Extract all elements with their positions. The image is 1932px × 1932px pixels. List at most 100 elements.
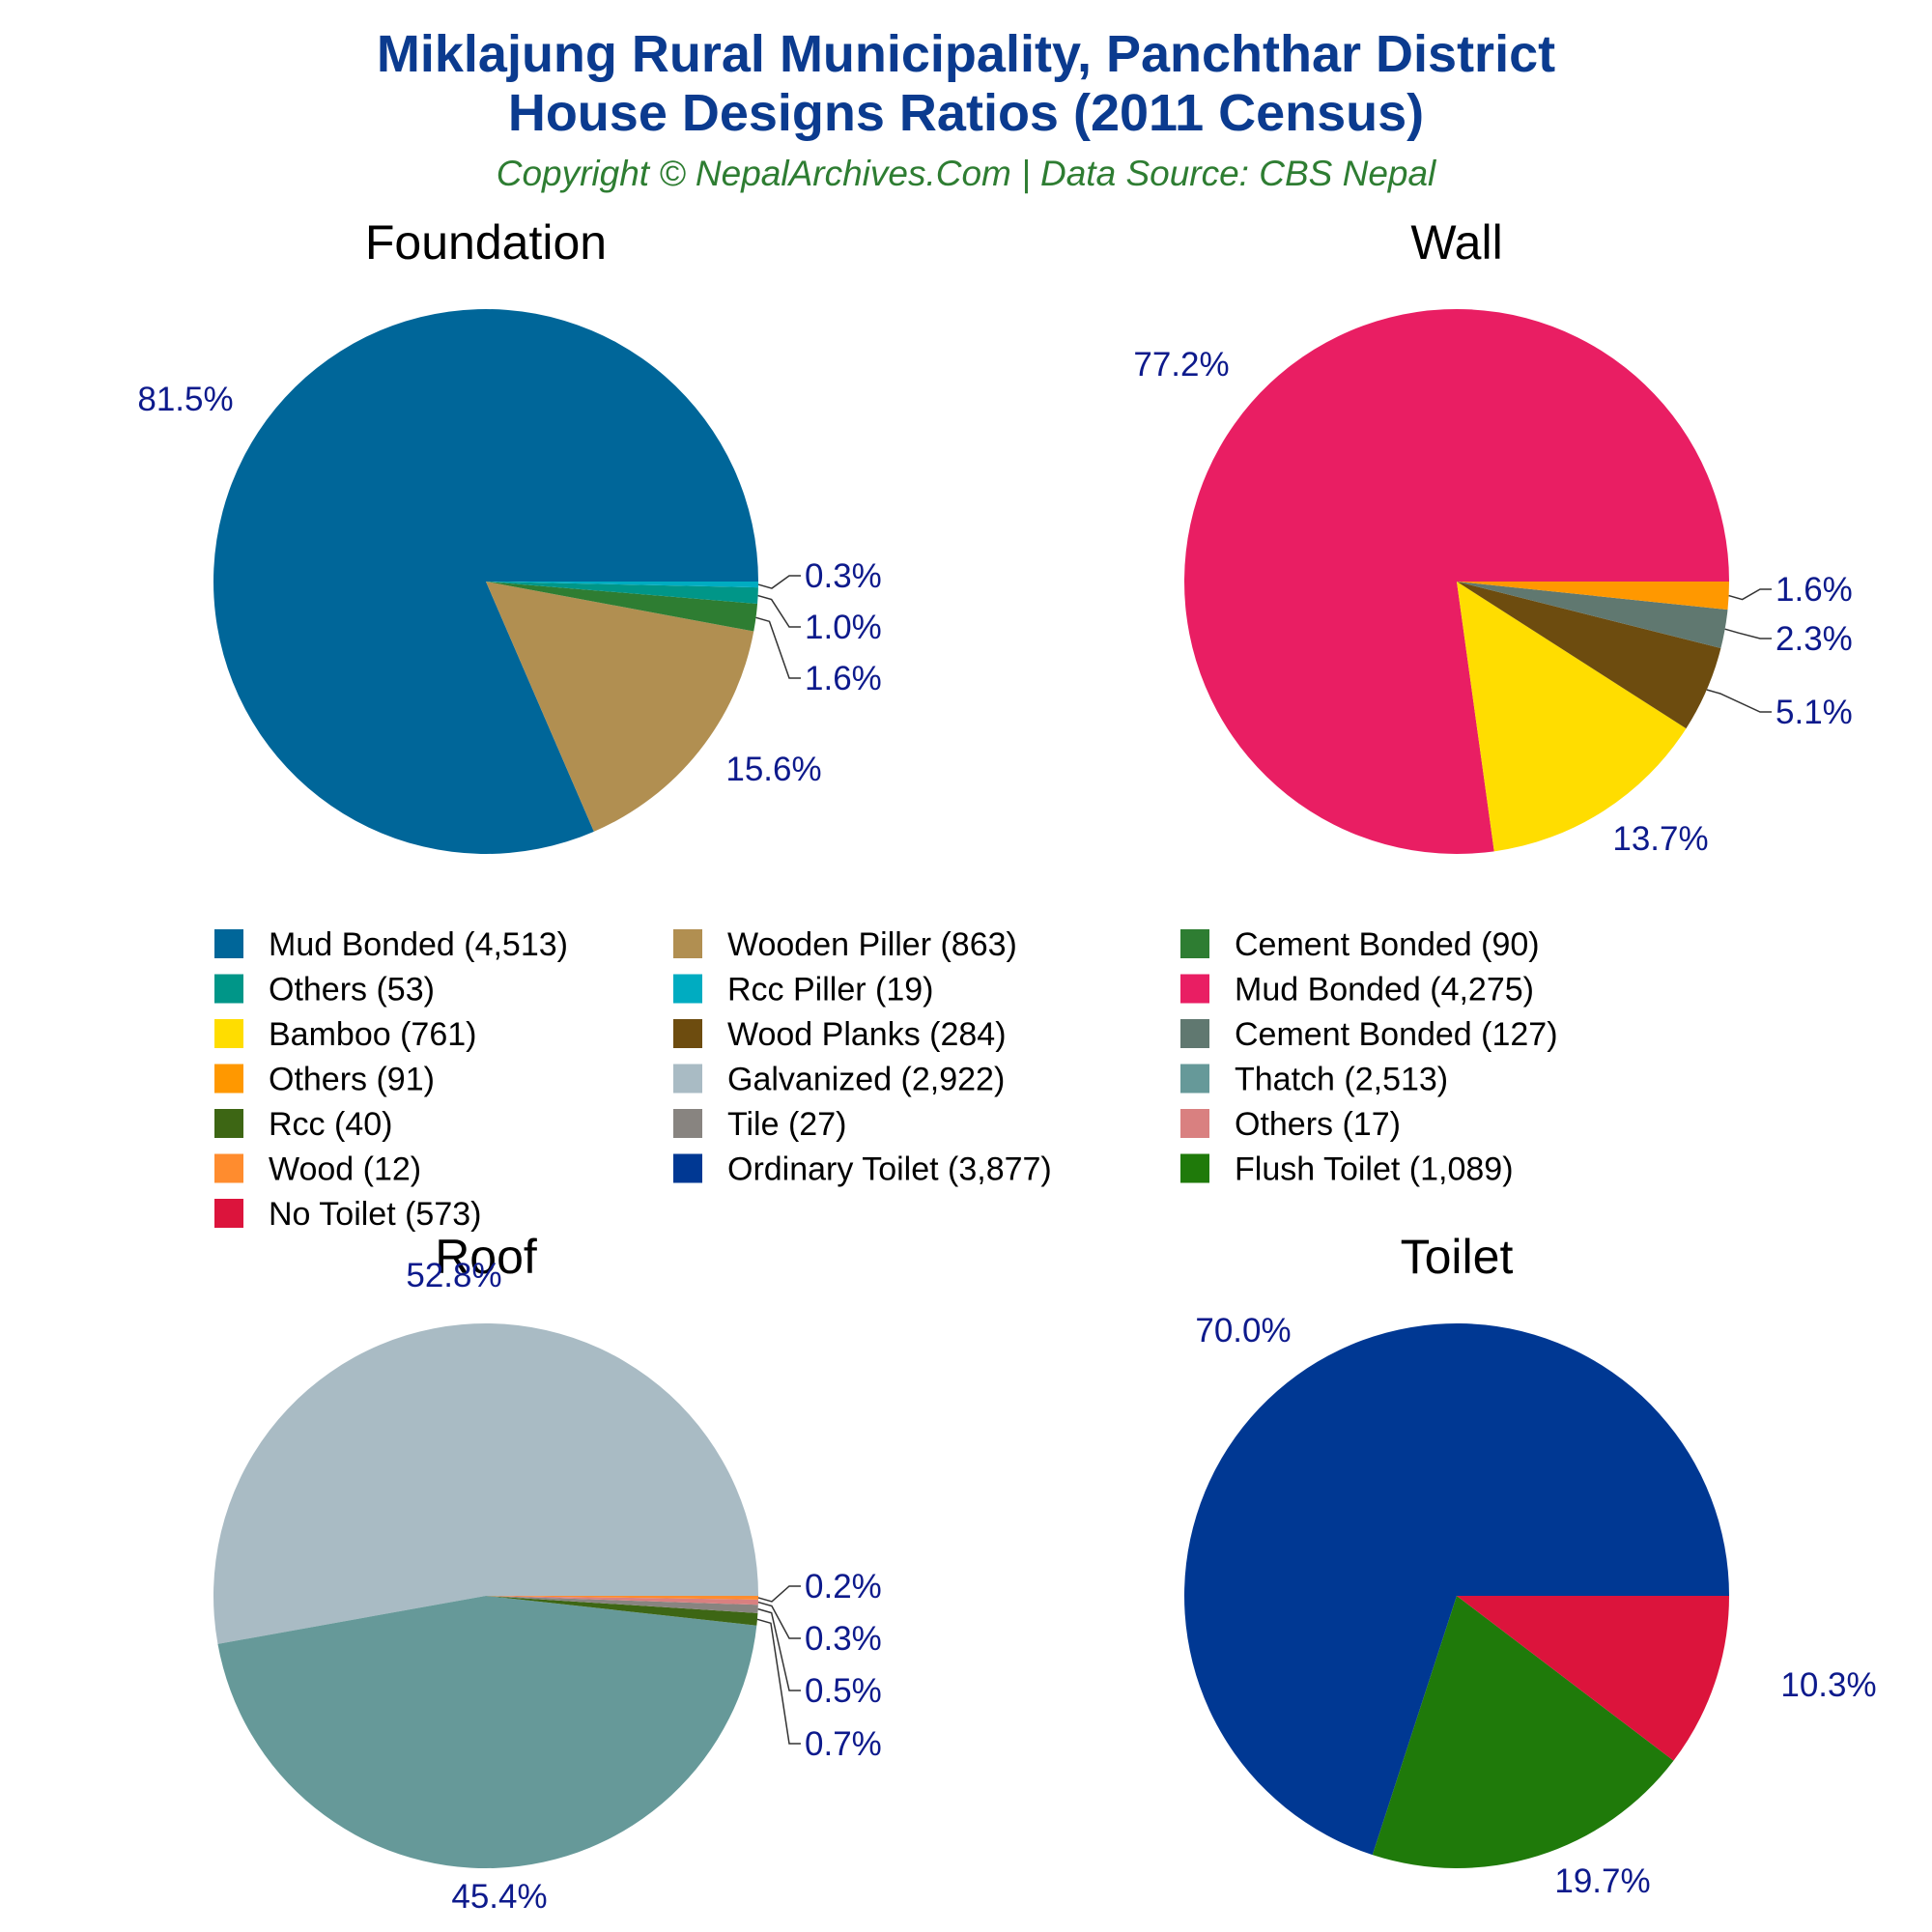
pct-label-wall-mud-bonded: 77.2% bbox=[1133, 346, 1229, 384]
pct-label-roof-galvanized: 52.8% bbox=[406, 1257, 501, 1294]
legend-item: Flush Toilet (1,089) bbox=[1180, 1151, 1514, 1188]
pie-wall: Wall 77.2% 13.7% 1.6% 2.3% 5.1% bbox=[1133, 215, 1852, 858]
legend-item: Thatch (2,513) bbox=[1180, 1062, 1448, 1098]
pct-label-roof-rcc: 0.7% bbox=[805, 1725, 882, 1763]
pct-label-wall-bamboo: 13.7% bbox=[1612, 820, 1708, 858]
legend-label: Wood Planks (284) bbox=[727, 1016, 1007, 1053]
pie-slice-roof-others bbox=[486, 1596, 758, 1605]
legend-swatch bbox=[214, 1019, 243, 1048]
leader-line-wall-wood-planks bbox=[1706, 689, 1772, 713]
pie-slice-wall-others bbox=[1457, 582, 1729, 611]
pct-label-foundation-mud-bonded: 81.5% bbox=[137, 381, 233, 418]
legend-swatch bbox=[673, 974, 702, 1004]
legend-swatch bbox=[1180, 974, 1209, 1004]
pct-label-foundation-rcc-piller: 0.3% bbox=[805, 557, 882, 595]
legend-item: No Toilet (573) bbox=[214, 1196, 482, 1233]
legend-swatch bbox=[673, 1064, 702, 1094]
pct-label-wall-others: 1.6% bbox=[1776, 571, 1853, 609]
legend-label: Tile (27) bbox=[727, 1106, 846, 1143]
legend-label: Bamboo (761) bbox=[269, 1016, 476, 1053]
legend-item: Rcc (40) bbox=[214, 1106, 392, 1143]
pct-label-toilet-ordinary-toilet: 70.0% bbox=[1195, 1312, 1291, 1350]
leader-line-foundation-cement-bonded bbox=[755, 616, 801, 679]
legend-swatch bbox=[1180, 929, 1209, 958]
pie-slice-foundation-wooden-piller bbox=[486, 582, 754, 832]
legend-label: Mud Bonded (4,513) bbox=[269, 926, 568, 963]
pct-label-wall-cement-bonded: 2.3% bbox=[1776, 620, 1853, 658]
legend-item: Wood (12) bbox=[214, 1151, 421, 1188]
leader-line-roof-tile bbox=[757, 1607, 801, 1691]
pie-slice-roof-galvanized bbox=[213, 1322, 758, 1644]
legend-swatch bbox=[673, 1153, 702, 1183]
legend-label: Galvanized (2,922) bbox=[727, 1062, 1005, 1098]
leader-line-wall-others bbox=[1728, 588, 1772, 601]
pct-label-foundation-cement-bonded: 1.6% bbox=[805, 660, 882, 697]
legend-swatch bbox=[1180, 1064, 1209, 1094]
legend-item: Rcc Piller (19) bbox=[673, 972, 933, 1009]
pct-label-roof-tile: 0.5% bbox=[805, 1672, 882, 1710]
pie-title-roof: Roof bbox=[435, 1230, 537, 1284]
legend-item: Wood Planks (284) bbox=[673, 1016, 1007, 1053]
chart-subtitle: Copyright © NepalArchives.Com | Data Sou… bbox=[497, 154, 1437, 193]
pie-title-foundation: Foundation bbox=[365, 215, 607, 270]
pie-toilet: Toilet 70.0% 19.7% 10.3% bbox=[1184, 1230, 1877, 1900]
legend-label: Mud Bonded (4,275) bbox=[1235, 972, 1534, 1009]
pie-slice-toilet-ordinary-toilet bbox=[1184, 1322, 1729, 1856]
pie-foundation: Foundation 81.5% 15.6% 0.3% 1.0% 1.6% bbox=[137, 215, 882, 854]
leader-line-roof-wood bbox=[757, 1585, 801, 1603]
legend-swatch bbox=[214, 974, 243, 1004]
legend-swatch bbox=[214, 929, 243, 958]
leader-line-roof-rcc bbox=[756, 1618, 801, 1745]
pct-label-wall-wood-planks: 5.1% bbox=[1776, 694, 1853, 731]
leader-line-roof-others bbox=[757, 1601, 801, 1639]
chart-title-line-2: House Designs Ratios (2011 Census) bbox=[508, 84, 1424, 142]
legend-label: Ordinary Toilet (3,877) bbox=[727, 1151, 1052, 1188]
legend-swatch bbox=[673, 1019, 702, 1048]
legend-item: Tile (27) bbox=[673, 1106, 846, 1143]
legend-item: Others (91) bbox=[214, 1062, 435, 1098]
legend-item: Mud Bonded (4,513) bbox=[214, 926, 568, 963]
legend-swatch bbox=[1180, 1109, 1209, 1138]
legend-label: Thatch (2,513) bbox=[1235, 1062, 1448, 1098]
legend-swatch bbox=[673, 929, 702, 958]
legend-item: Galvanized (2,922) bbox=[673, 1062, 1005, 1098]
pie-slice-toilet-flush-toilet bbox=[1372, 1596, 1674, 1869]
pie-slice-foundation-cement-bonded bbox=[486, 582, 758, 632]
pct-label-toilet-flush-toilet: 19.7% bbox=[1554, 1862, 1650, 1900]
legend-item: Wooden Piller (863) bbox=[673, 926, 1017, 963]
leader-line-foundation-rcc-piller bbox=[757, 575, 801, 589]
legend-label: Others (91) bbox=[269, 1062, 435, 1098]
legend-label: Flush Toilet (1,089) bbox=[1235, 1151, 1514, 1188]
pie-slice-roof-rcc bbox=[486, 1596, 758, 1626]
legend-swatch bbox=[214, 1064, 243, 1094]
legend-label: Others (17) bbox=[1235, 1106, 1401, 1143]
legend-swatch bbox=[1180, 1153, 1209, 1183]
legend-label: No Toilet (573) bbox=[269, 1196, 482, 1233]
legend-label: Rcc Piller (19) bbox=[727, 972, 933, 1009]
legend-item: Bamboo (761) bbox=[214, 1016, 476, 1053]
legend-swatch bbox=[214, 1109, 243, 1138]
legend-label: Cement Bonded (90) bbox=[1235, 926, 1540, 963]
legend-item: Cement Bonded (90) bbox=[1180, 926, 1540, 963]
pct-label-roof-thatch: 45.4% bbox=[451, 1878, 547, 1916]
legend-label: Wood (12) bbox=[269, 1151, 421, 1188]
legend-item: Ordinary Toilet (3,877) bbox=[673, 1151, 1052, 1188]
legend: Mud Bonded (4,513) Wooden Piller (863) Cem… bbox=[214, 926, 1558, 1233]
legend-item: Cement Bonded (127) bbox=[1180, 1016, 1558, 1053]
legend-label: Others (53) bbox=[269, 972, 435, 1009]
legend-label: Wooden Piller (863) bbox=[727, 926, 1017, 963]
legend-swatch bbox=[1180, 1019, 1209, 1048]
pie-title-toilet: Toilet bbox=[1401, 1230, 1514, 1284]
pct-label-toilet-no-toilet: 10.3% bbox=[1780, 1666, 1876, 1704]
legend-item: Mud Bonded (4,275) bbox=[1180, 972, 1534, 1009]
pie-slice-wall-bamboo bbox=[1457, 582, 1687, 852]
pct-label-foundation-others: 1.0% bbox=[805, 609, 882, 646]
pies-group: Foundation 81.5% 15.6% 0.3% 1.0% 1.6% Wall 77.2… bbox=[137, 215, 1876, 1916]
leader-line-wall-cement-bonded bbox=[1724, 628, 1772, 639]
chart-title-line-1: Miklajung Rural Municipality, Panchthar … bbox=[377, 25, 1555, 83]
leader-line-foundation-others bbox=[757, 594, 801, 628]
pct-label-foundation-wooden-piller: 15.6% bbox=[725, 751, 821, 788]
legend-swatch bbox=[673, 1109, 702, 1138]
